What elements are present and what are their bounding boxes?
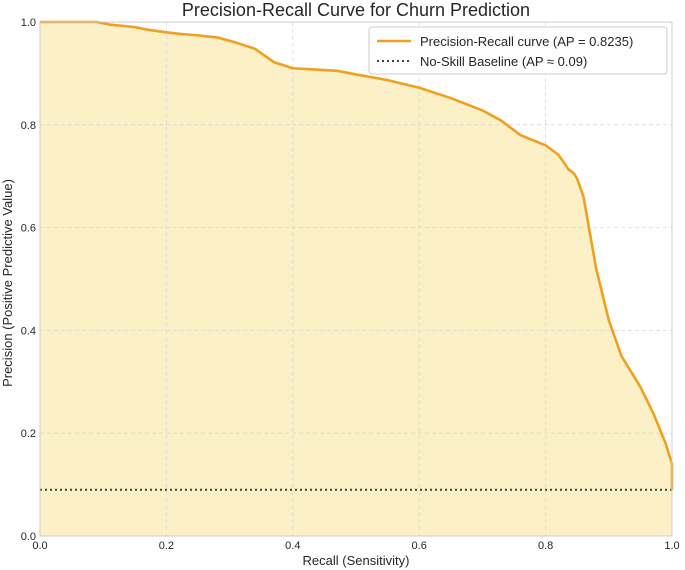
legend: Precision-Recall curve (AP = 0.8235) No-S… [368, 26, 668, 75]
x-tick-label: 0.2 [159, 540, 174, 552]
y-tick-label: 0.6 [21, 223, 36, 235]
x-tick-label: 0.8 [538, 540, 553, 552]
x-axis-label: Recall (Sensitivity) [303, 553, 410, 568]
pr-area-fill [40, 22, 672, 536]
y-tick-label: 0.4 [21, 325, 36, 337]
legend-label-baseline: No-Skill Baseline (AP ≈ 0.09) [420, 54, 587, 69]
x-tick-label: 0.6 [412, 540, 427, 552]
y-tick-label: 0.2 [21, 428, 36, 440]
y-tick-label: 1.0 [21, 17, 36, 29]
legend-box [368, 26, 668, 75]
legend-label-pr: Precision-Recall curve (AP = 0.8235) [420, 34, 633, 49]
chart-title: Precision-Recall Curve for Churn Predict… [182, 0, 530, 20]
y-tick-label: 0.8 [21, 120, 36, 132]
y-axis-label: Precision (Positive Predictive Value) [0, 179, 15, 387]
plot-area: 0.0 0.2 0.4 0.6 0.8 1.0 0.0 0.2 0.4 0.6 0.8 1.0 [21, 17, 680, 552]
x-tick-label: 0.0 [32, 540, 47, 552]
x-tick-label: 0.4 [285, 540, 300, 552]
plot-frame [39, 21, 673, 537]
pr-curve-line [40, 20, 674, 490]
x-tick-label: 1.0 [664, 540, 679, 552]
y-tick-label: 0.0 [21, 531, 36, 543]
